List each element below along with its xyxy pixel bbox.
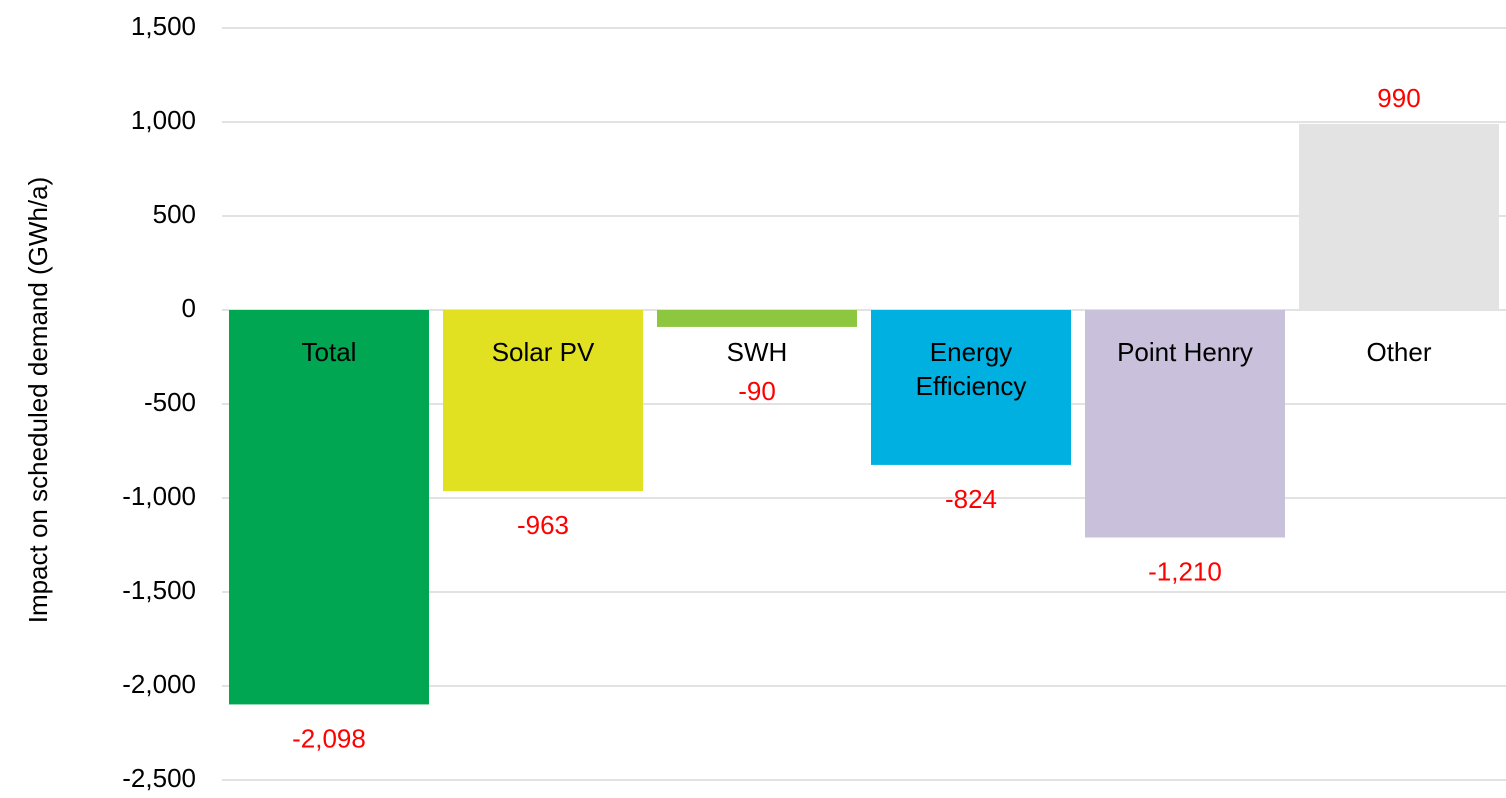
y-tick-label: 500 xyxy=(153,199,196,229)
y-tick-label: -2,500 xyxy=(122,763,196,793)
y-tick-label: -2,000 xyxy=(122,669,196,699)
y-tick-label: 0 xyxy=(182,293,196,323)
y-tick-label: 1,000 xyxy=(131,105,196,135)
y-tick-label: -1,000 xyxy=(122,481,196,511)
category-label: Total xyxy=(301,337,357,367)
y-tick-label: -1,500 xyxy=(122,575,196,605)
bar xyxy=(443,310,643,492)
category-label: Solar PV xyxy=(491,337,595,367)
y-tick-label: -500 xyxy=(144,387,196,417)
value-label: -963 xyxy=(517,510,569,540)
value-label: -2,098 xyxy=(292,723,366,753)
category-label: Energy Efficiency xyxy=(915,337,1027,401)
value-label: -1,210 xyxy=(1148,556,1222,586)
value-label: 990 xyxy=(1377,83,1420,113)
bar xyxy=(1299,123,1499,310)
y-axis-label: Impact on scheduled demand (GWh/a) xyxy=(23,177,53,624)
value-label: -90 xyxy=(738,376,776,406)
category-label: Point Henry xyxy=(1117,337,1253,367)
bar xyxy=(1085,310,1285,538)
category-label: Other xyxy=(1366,337,1432,367)
bar xyxy=(871,310,1071,465)
y-tick-label: 1,500 xyxy=(131,11,196,41)
bar xyxy=(229,310,429,705)
category-label: SWH xyxy=(726,337,788,367)
value-label: -824 xyxy=(945,484,997,514)
bar xyxy=(657,310,857,327)
